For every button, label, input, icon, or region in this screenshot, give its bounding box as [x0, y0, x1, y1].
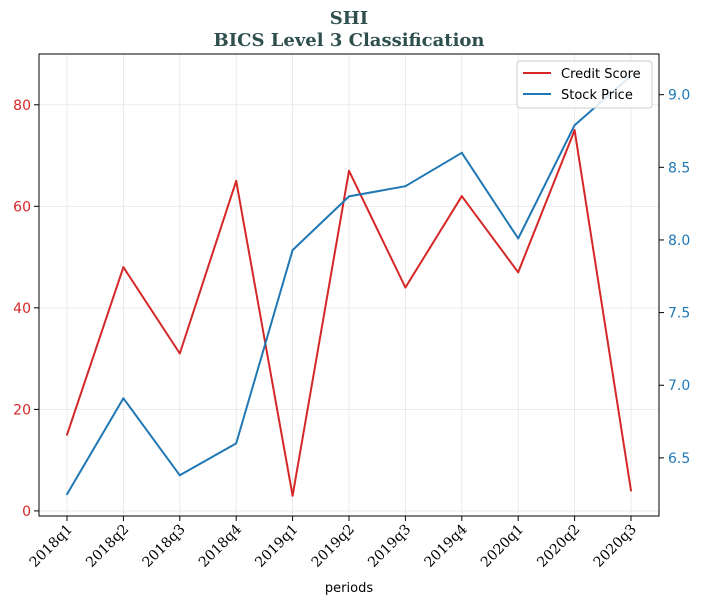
- data-point-credit-score: [66, 433, 68, 436]
- left-tick-label: 40: [13, 301, 31, 317]
- chart-subtitle: BICS Level 3 Classification: [213, 30, 484, 51]
- data-point-credit-score: [178, 352, 181, 355]
- data-point-stock-price: [122, 397, 125, 400]
- chart-title: SHI: [330, 8, 368, 29]
- left-tick-label: 20: [13, 402, 31, 418]
- data-point-stock-price: [291, 249, 294, 252]
- grid-lines: [39, 54, 659, 516]
- right-tick-label: 7.5: [668, 306, 690, 322]
- data-point-credit-score: [235, 179, 238, 182]
- right-tick-label: 8.0: [668, 233, 690, 249]
- data-point-stock-price: [348, 195, 350, 198]
- data-point-stock-price: [517, 237, 520, 240]
- data-point-credit-score: [122, 266, 125, 269]
- data-point-credit-score: [348, 169, 350, 172]
- data-point-credit-score: [460, 195, 463, 198]
- data-point-stock-price: [460, 151, 463, 154]
- data-point-credit-score: [404, 286, 407, 289]
- legend-label-stock-price: Stock Price: [561, 88, 633, 103]
- series-layer: [66, 74, 632, 497]
- x-axis-label: periods: [325, 581, 373, 596]
- data-point-credit-score: [517, 271, 520, 274]
- data-point-stock-price: [573, 124, 576, 127]
- legend-label-credit-score: Credit Score: [561, 67, 641, 82]
- data-point-stock-price: [404, 185, 407, 188]
- left-tick-label: 80: [13, 98, 31, 114]
- data-point-stock-price: [235, 442, 238, 445]
- data-point-credit-score: [291, 494, 294, 497]
- left-tick-label: 60: [13, 199, 31, 215]
- legend: Credit Score Stock Price: [516, 60, 653, 109]
- data-point-stock-price: [66, 493, 68, 496]
- right-y-axis: 6.5 7.0 7.5 8.0 8.5 9.0: [659, 88, 690, 467]
- left-y-axis: 0 20 40 60 80: [13, 98, 39, 520]
- data-point-credit-score: [630, 489, 632, 492]
- data-point-stock-price: [178, 474, 181, 477]
- right-tick-label: 9.0: [668, 88, 690, 104]
- left-tick-label: 0: [22, 504, 31, 520]
- right-tick-label: 6.5: [668, 451, 690, 467]
- right-tick-label: 7.0: [668, 378, 690, 394]
- data-point-credit-score: [573, 129, 576, 132]
- right-tick-label: 8.5: [668, 160, 690, 176]
